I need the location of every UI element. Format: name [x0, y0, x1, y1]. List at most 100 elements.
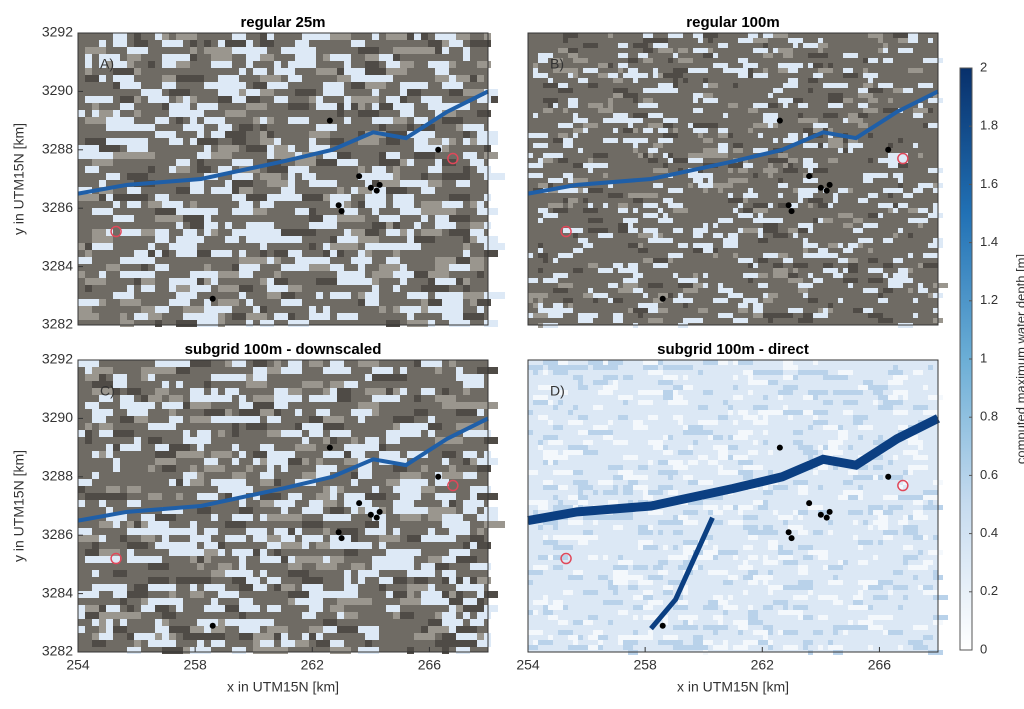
texture	[407, 591, 414, 598]
texture	[893, 570, 898, 575]
map-panel	[528, 360, 948, 655]
texture	[648, 600, 663, 605]
texture	[548, 605, 563, 610]
texture	[828, 645, 843, 650]
texture	[673, 545, 678, 550]
texture	[85, 138, 106, 145]
texture	[435, 159, 442, 166]
texture	[868, 615, 873, 620]
texture	[113, 201, 120, 208]
texture	[868, 258, 878, 263]
texture	[648, 460, 653, 465]
texture	[843, 480, 853, 485]
texture	[578, 238, 588, 243]
texture	[407, 159, 414, 166]
texture	[538, 218, 543, 223]
texture	[435, 215, 449, 222]
texture	[873, 510, 883, 515]
texture	[323, 54, 330, 61]
texture	[653, 143, 658, 148]
texture	[533, 370, 538, 375]
texture	[372, 278, 379, 285]
texture	[923, 385, 928, 390]
texture	[435, 278, 456, 285]
texture	[386, 549, 407, 556]
texture	[288, 528, 295, 535]
texture	[923, 495, 933, 500]
texture	[788, 38, 803, 43]
texture	[246, 423, 267, 430]
texture	[113, 33, 127, 40]
texture	[78, 299, 99, 306]
texture	[407, 549, 421, 556]
texture	[548, 440, 563, 445]
texture	[683, 620, 688, 625]
texture	[99, 535, 106, 542]
texture	[148, 584, 169, 591]
texture	[218, 542, 225, 549]
texture	[99, 110, 113, 117]
texture	[573, 480, 588, 485]
texture	[365, 528, 386, 535]
texture	[738, 470, 743, 475]
texture	[358, 47, 379, 54]
texture	[763, 113, 778, 118]
texture	[85, 605, 99, 612]
texture	[768, 93, 773, 98]
texture	[302, 535, 309, 542]
texture	[463, 598, 477, 605]
texture	[553, 600, 563, 605]
texture	[573, 233, 578, 238]
texture	[274, 271, 281, 278]
texture	[528, 500, 533, 505]
texture	[246, 577, 260, 584]
texture	[713, 445, 728, 450]
texture	[218, 563, 232, 570]
texture	[134, 152, 155, 159]
texture	[449, 194, 470, 201]
texture	[758, 238, 768, 243]
texture	[148, 96, 162, 103]
texture	[868, 645, 873, 650]
texture	[573, 58, 588, 63]
texture	[603, 555, 608, 560]
texture	[893, 173, 903, 178]
texture	[748, 605, 753, 610]
texture	[141, 535, 155, 542]
texture	[798, 113, 803, 118]
texture	[673, 645, 683, 650]
texture	[628, 193, 643, 198]
texture	[386, 257, 400, 264]
texture	[281, 556, 288, 563]
texture	[267, 152, 274, 159]
texture	[618, 288, 633, 293]
texture	[923, 58, 938, 63]
texture	[908, 288, 913, 293]
texture	[913, 298, 918, 303]
texture	[538, 133, 548, 138]
texture	[713, 298, 728, 303]
texture	[421, 563, 435, 570]
texture	[155, 131, 176, 138]
texture	[260, 570, 267, 577]
texture	[190, 542, 197, 549]
texture	[386, 320, 400, 327]
texture	[598, 103, 603, 108]
texture	[868, 605, 873, 610]
texture	[678, 58, 693, 63]
texture	[211, 187, 232, 194]
texture	[653, 545, 658, 550]
texture	[379, 152, 386, 159]
texture	[176, 528, 197, 535]
texture	[169, 110, 183, 117]
texture	[477, 619, 484, 626]
texture	[553, 425, 563, 430]
texture	[421, 96, 442, 103]
texture	[78, 626, 85, 633]
texture	[563, 33, 578, 38]
texture	[204, 215, 211, 222]
texture	[365, 388, 386, 395]
texture	[608, 620, 613, 625]
texture	[169, 409, 176, 416]
texture	[868, 525, 873, 530]
